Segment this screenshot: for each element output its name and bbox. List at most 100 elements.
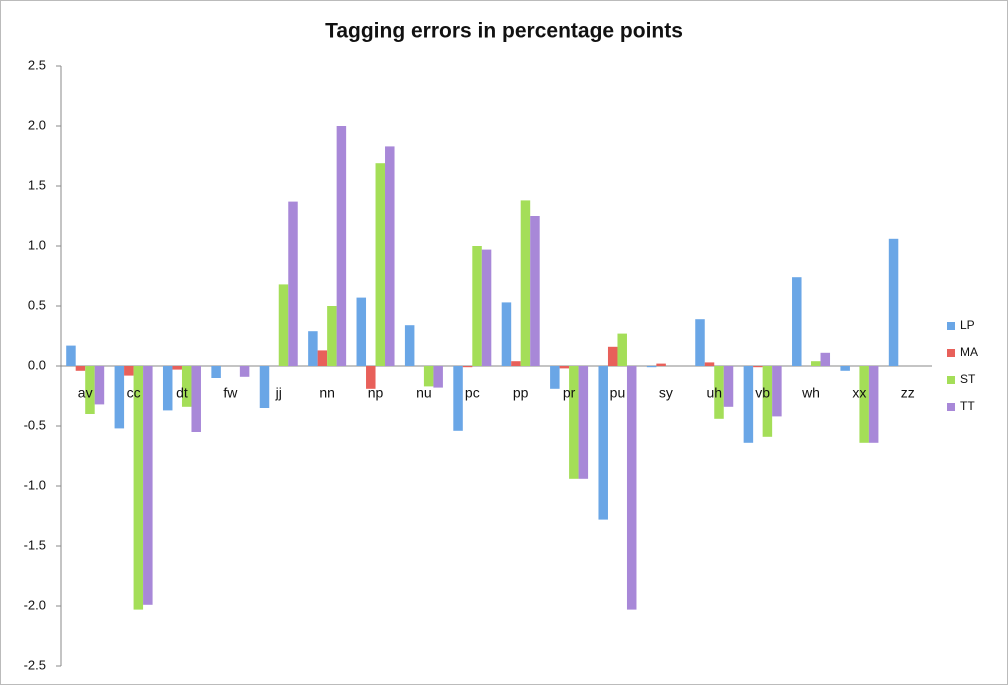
bar — [375, 163, 386, 366]
bar — [308, 331, 318, 366]
legend-swatch — [947, 376, 955, 384]
bar — [820, 352, 831, 366]
y-tick-label: -1.5 — [24, 537, 46, 552]
bar — [704, 362, 715, 366]
bar — [172, 366, 182, 370]
x-tick-label: zz — [901, 385, 915, 401]
y-tick-label: 0.5 — [28, 297, 46, 312]
y-tick-label: -2.0 — [24, 597, 46, 612]
bar — [327, 306, 337, 366]
x-tick-label: uh — [706, 385, 722, 401]
legend-label: ST — [960, 372, 976, 386]
x-tick-label: vb — [755, 385, 770, 401]
bar — [626, 366, 637, 610]
bar — [462, 366, 473, 368]
bar — [656, 363, 666, 366]
chart-title: Tagging errors in percentage points — [325, 20, 683, 43]
bar — [356, 297, 367, 366]
bar — [559, 366, 570, 369]
x-tick-label: pp — [513, 385, 529, 401]
bar — [472, 246, 482, 366]
x-tick-label: wh — [801, 385, 820, 401]
x-tick-label: sy — [659, 385, 673, 401]
legend-label: MA — [960, 345, 978, 359]
x-tick-label: pu — [610, 385, 626, 401]
bar — [772, 366, 782, 417]
bar — [646, 366, 657, 368]
bar — [550, 366, 560, 389]
bar — [762, 366, 773, 437]
bar — [181, 366, 192, 407]
bar — [792, 277, 802, 366]
bar — [366, 366, 376, 389]
bar — [530, 216, 540, 366]
bar — [433, 366, 443, 388]
bar — [501, 302, 512, 366]
bar — [811, 361, 821, 366]
bar — [617, 333, 627, 366]
bar — [85, 366, 95, 414]
x-tick-label: pr — [563, 385, 576, 401]
bar — [511, 361, 521, 366]
bar — [259, 366, 270, 408]
bar — [723, 366, 734, 407]
bar — [75, 366, 86, 371]
y-tick-label: 1.0 — [28, 237, 46, 252]
y-tick-label: 1.5 — [28, 177, 46, 192]
bar — [133, 366, 144, 610]
bar — [66, 345, 76, 366]
bar — [211, 366, 221, 378]
y-tick-label: -0.5 — [24, 417, 46, 432]
bar — [598, 366, 608, 520]
bar — [423, 366, 434, 387]
bar — [453, 366, 463, 431]
bar — [888, 238, 899, 366]
legend-swatch — [947, 322, 955, 330]
bar — [607, 346, 618, 366]
bar — [481, 249, 492, 366]
x-tick-label: cc — [127, 385, 141, 401]
y-tick-label: 0.0 — [28, 357, 46, 372]
bar — [868, 366, 879, 443]
bar — [385, 146, 395, 366]
bar — [94, 366, 105, 405]
bar — [569, 366, 579, 479]
bar — [114, 366, 125, 429]
bar — [714, 366, 724, 419]
y-tick-label: -2.5 — [24, 657, 46, 672]
x-tick-label: fw — [223, 385, 238, 401]
legend-label: LP — [960, 318, 975, 332]
bar — [288, 201, 298, 366]
x-tick-label: av — [78, 385, 93, 401]
bar — [753, 366, 763, 368]
y-tick-label: 2.5 — [28, 57, 46, 72]
bar — [239, 366, 250, 377]
legend-label: TT — [960, 399, 975, 413]
bar — [191, 366, 201, 432]
bar — [143, 366, 153, 605]
bar — [162, 366, 173, 411]
legend-swatch — [947, 403, 955, 411]
x-tick-label: xx — [852, 385, 866, 401]
legend-swatch — [947, 349, 955, 357]
y-tick-label: 2.0 — [28, 117, 46, 132]
bar — [859, 366, 869, 443]
bar — [520, 200, 531, 366]
bar — [578, 366, 589, 479]
x-tick-label: dt — [176, 385, 188, 401]
bar — [124, 366, 134, 376]
bar — [404, 325, 415, 366]
x-tick-label: nu — [416, 385, 432, 401]
x-tick-label: jj — [275, 385, 282, 401]
bar — [317, 350, 328, 366]
y-tick-label: -1.0 — [24, 477, 46, 492]
bar — [743, 366, 754, 443]
bar — [695, 319, 705, 366]
x-tick-label: pc — [465, 385, 480, 401]
x-tick-label: nn — [319, 385, 335, 401]
bar — [336, 126, 347, 366]
bar — [840, 366, 850, 371]
bar — [278, 284, 289, 366]
